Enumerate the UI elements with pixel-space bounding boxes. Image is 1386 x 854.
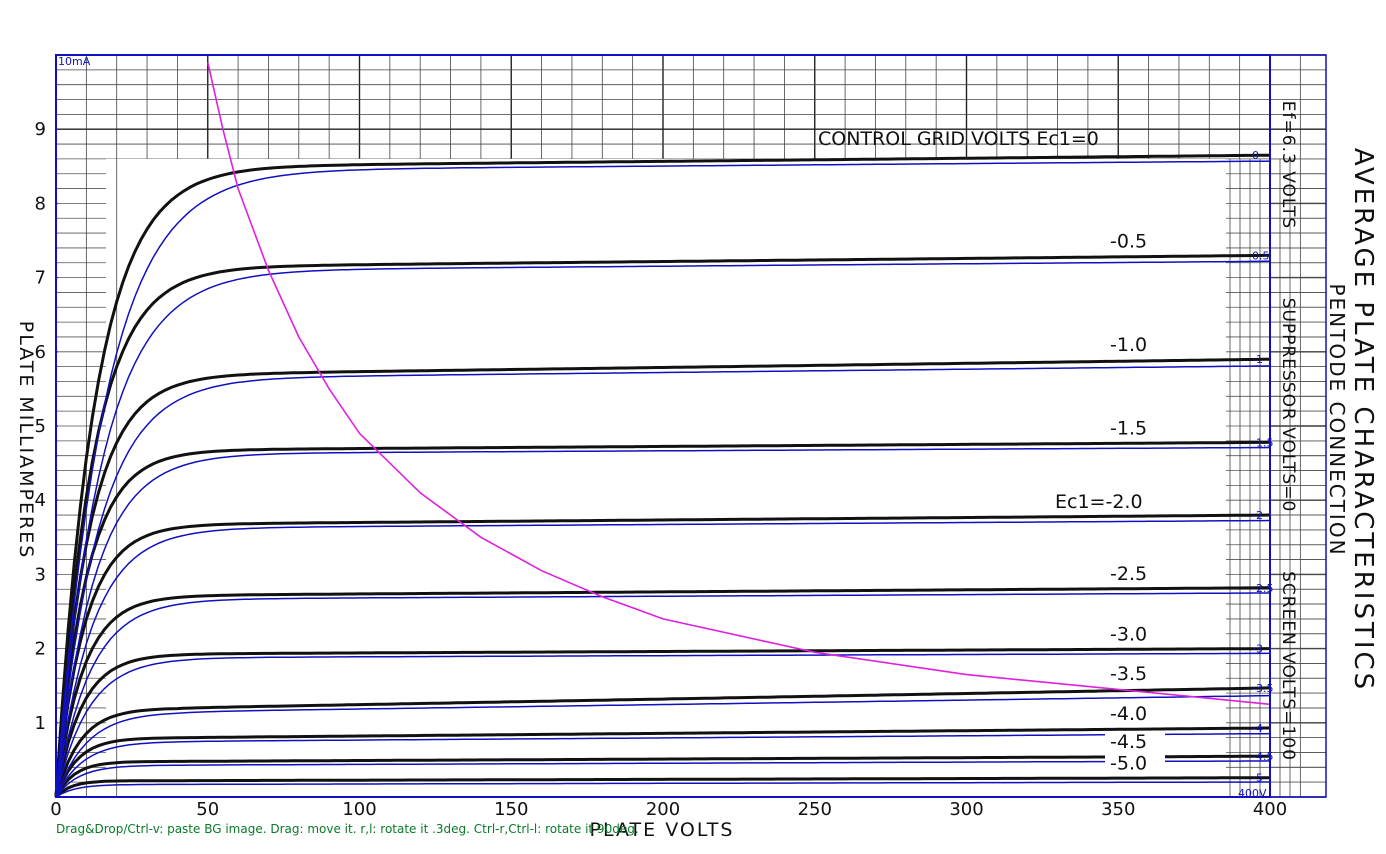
chart-subtitle: PENTODE CONNECTION	[1325, 283, 1349, 556]
mid-curve-note: Ec1=-2.0	[1055, 491, 1143, 513]
overlay-curve-0	[55, 160, 1271, 798]
curve-label-ec1: -3.5	[1110, 663, 1147, 685]
plate-curves	[54, 153, 1271, 799]
x-tick-label: 0	[50, 799, 61, 820]
load-curve	[207, 62, 1271, 706]
y-tick-label: 4	[35, 490, 46, 511]
overlay-curve-label: 0	[1252, 149, 1259, 162]
overlay-curve-label: -4	[1252, 722, 1263, 735]
curve-label-ec1: -3.0	[1110, 624, 1147, 646]
suppressor-note: SUPPRESSOR VOLTS=0	[1278, 298, 1298, 513]
overlay-curve-3	[55, 446, 1271, 798]
curve-label-ec1: -0.5	[1110, 230, 1147, 252]
curve-label-bg	[1105, 662, 1165, 685]
curve-label-bg	[1105, 230, 1165, 253]
overlay-curve-label: -1.5	[1252, 436, 1273, 449]
overlay-curve-label: -1	[1252, 353, 1263, 366]
x-tick-label: 300	[949, 799, 983, 820]
curve-labels: -0.5 -1.0 -1.5 -2.5 -3.0 -3.5 -4.0 -4.5-5.0	[1105, 230, 1165, 775]
curve-label-bg	[1105, 562, 1165, 585]
curve-label-ec1: -1.5	[1110, 417, 1147, 439]
overlay-curves: 0 0.5 -1 -1.5 -2 -2.5 -3 -3.5 -4 -4.5 -5	[55, 149, 1273, 798]
overlay-curve-label: -2.5	[1252, 582, 1273, 595]
x-tick-label: 400	[1253, 799, 1287, 820]
curve-label-bg	[1105, 334, 1165, 357]
curve-label-ec1: -2.5	[1110, 563, 1147, 585]
overlay-top-label: 10mA	[58, 55, 91, 68]
x-tick-label: 250	[798, 799, 832, 820]
overlay-curve-label: -2	[1252, 509, 1263, 522]
overlay-curve-2	[55, 365, 1271, 798]
curve-area-background	[58, 158, 1270, 796]
overlay-bottom-label: 400V	[1238, 787, 1267, 800]
curve-label-bg	[1105, 417, 1165, 440]
overlay-curve-label: -3	[1252, 643, 1263, 656]
overlay-curve-6	[55, 652, 1271, 798]
curve-label-bg	[1105, 731, 1165, 754]
chart-title: AVERAGE PLATE CHARACTERISTICS	[1348, 148, 1378, 692]
plate-curve-ec1-7	[54, 686, 1271, 798]
curve-label-bg	[1105, 752, 1165, 775]
y-axis-title: PLATE MILLIAMPERES	[15, 321, 37, 560]
overlay-curve-8	[55, 732, 1271, 798]
curve-label-ec1: -4.0	[1110, 703, 1147, 725]
plate-curve-ec1-5	[54, 586, 1270, 798]
paper-frame	[55, 54, 1327, 798]
overlay-curve-label: 0.5	[1252, 249, 1270, 262]
overlay-curve-4	[55, 519, 1271, 798]
overlay-curve-9	[55, 760, 1271, 798]
top-curve-note: CONTROL GRID VOLTS Ec1=0	[818, 128, 1099, 150]
overlay-curve-7	[55, 694, 1271, 798]
overlay-curve-label: -3.5	[1252, 682, 1273, 695]
y-tick-label: 8	[35, 193, 46, 214]
y-tick-label: 7	[35, 268, 46, 289]
x-axis-title: PLATE VOLTS	[590, 819, 735, 841]
y-tick-label: 6	[35, 342, 46, 363]
load-line	[207, 62, 1271, 706]
plate-curve-ec1-2	[54, 357, 1271, 798]
plate-curve-ec1-1	[54, 253, 1271, 798]
curve-label-bg	[1105, 702, 1165, 725]
plate-curve-ec1-6	[54, 647, 1270, 798]
overlay-curve-label: -5	[1252, 772, 1263, 785]
plate-curve-ec1-8	[54, 726, 1270, 798]
y-tick-label: 2	[35, 639, 46, 660]
plate-curve-ec1-0	[54, 153, 1270, 798]
x-tick-label: 50	[196, 799, 219, 820]
curve-label-ec1: -4.5	[1110, 731, 1147, 753]
x-tick-label: 100	[342, 799, 376, 820]
curve-label-ec1: -1.0	[1110, 334, 1147, 356]
x-tick-label: 200	[646, 799, 680, 820]
overlay-curve-label: -4.5	[1252, 750, 1273, 763]
overlay-curve-1	[55, 260, 1270, 798]
plate-curve-ec1-4	[54, 513, 1271, 798]
overlay-curve-5	[55, 592, 1270, 798]
overlay-curve-10	[55, 781, 1270, 798]
plate-curve-ec1-3	[54, 440, 1271, 798]
y-tick-label: 5	[35, 416, 46, 437]
plate-curve-ec1-10	[55, 776, 1270, 799]
x-tick-label: 350	[1101, 799, 1135, 820]
filament-note: Ef=6.3 VOLTS	[1278, 101, 1298, 229]
plate-curve-ec1-9	[54, 754, 1270, 798]
curve-label-bg	[1105, 623, 1165, 646]
x-tick-label: 150	[494, 799, 528, 820]
y-tick-label: 3	[35, 564, 46, 585]
y-tick-label: 9	[35, 119, 46, 140]
chart-grid	[55, 54, 1326, 798]
axis-ticks: 0 50 100 150 200 250 300 350 400 1 2 3 4 5 6 7 8 9	[35, 119, 1288, 820]
screen-note: SCREEN VOLTS=100	[1278, 571, 1298, 761]
curve-label-ec1: -5.0	[1110, 753, 1147, 775]
paste-hint-text: Drag&Drop/Ctrl-v: paste BG image. Drag: …	[56, 822, 639, 836]
y-tick-label: 1	[35, 713, 46, 734]
